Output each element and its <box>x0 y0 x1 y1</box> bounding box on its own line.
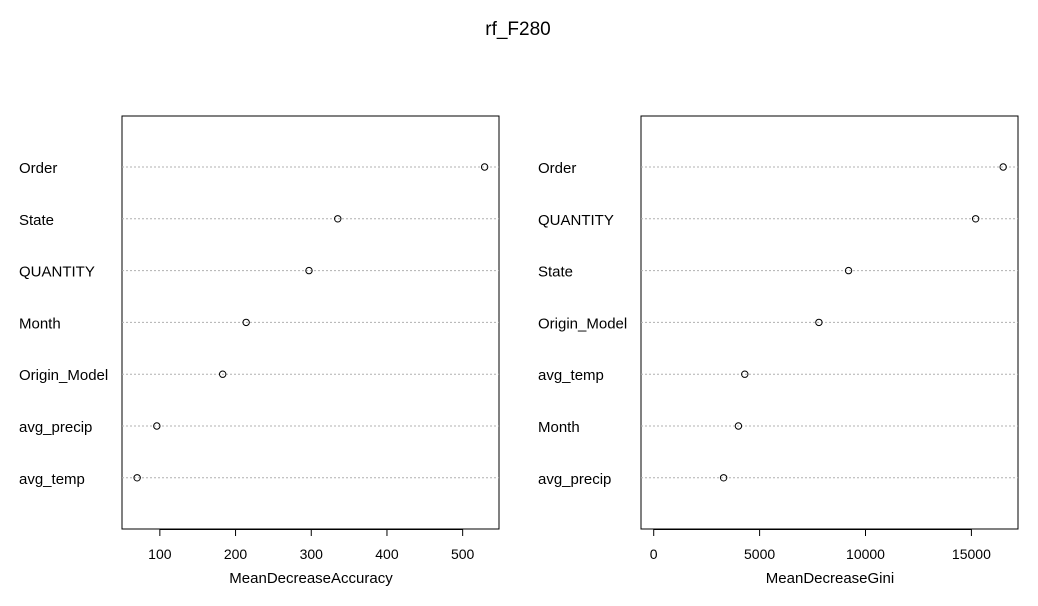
category-label: avg_temp <box>19 471 85 488</box>
data-point <box>480 163 489 171</box>
category-label: Origin_Model <box>538 315 627 332</box>
x-tick-label: 400 <box>375 546 399 562</box>
category-label: Order <box>538 160 576 177</box>
category-label: QUANTITY <box>19 264 95 281</box>
panel-gini: Order QUANTITY State Origin_Model avg_temp Mo… <box>538 115 1019 587</box>
data-point <box>734 422 743 430</box>
data-point <box>305 266 313 275</box>
category-label: QUANTITY <box>538 212 614 229</box>
data-point <box>153 422 161 430</box>
data-point <box>741 370 749 378</box>
category-label: Month <box>19 315 61 332</box>
category-label: avg_precip <box>19 419 92 436</box>
data-point <box>334 215 342 223</box>
data-point <box>971 215 980 223</box>
category-label: Month <box>538 419 580 436</box>
data-point <box>719 474 728 482</box>
category-label: Origin_Model <box>19 367 108 384</box>
chart-title: rf_F280 <box>485 19 550 40</box>
data-point <box>218 370 227 378</box>
data-point <box>133 474 141 482</box>
x-axis-label: MeanDecreaseGini <box>766 570 894 587</box>
category-label: Order <box>19 160 57 177</box>
x-tick-label: 15000 <box>952 546 991 562</box>
data-point <box>844 266 853 275</box>
category-label: State <box>538 264 573 281</box>
x-tick-label: 100 <box>148 546 172 562</box>
x-tick-label: 200 <box>224 546 248 562</box>
x-tick-label: 300 <box>300 546 324 562</box>
panel-accuracy: Order State QUANTITY Month Origin_Model avg_p… <box>19 115 500 587</box>
data-point <box>999 163 1007 171</box>
category-label: avg_temp <box>538 367 604 384</box>
x-tick-label: 5000 <box>744 546 775 562</box>
x-tick-label: 500 <box>451 546 475 562</box>
x-tick-label: 0 <box>650 546 658 562</box>
x-axis-label: MeanDecreaseAccuracy <box>229 570 393 587</box>
category-label: avg_precip <box>538 471 611 488</box>
data-point <box>815 318 823 327</box>
category-label: State <box>19 212 54 229</box>
data-point <box>242 318 250 327</box>
x-tick-label: 10000 <box>846 546 885 562</box>
